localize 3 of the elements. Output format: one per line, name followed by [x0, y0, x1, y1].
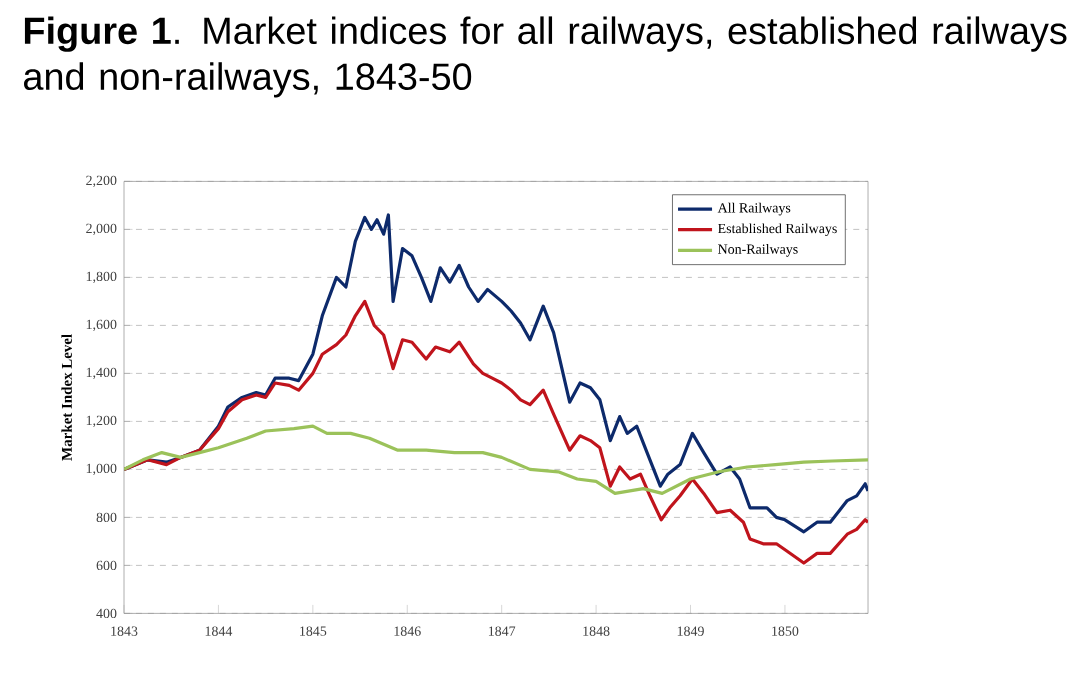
line-series: [124, 424, 869, 495]
chart-title: Figure 1. Market indices for all railways, established railways and non-railways, 1843-50: [24, 16, 1067, 98]
line-series: [124, 299, 869, 565]
